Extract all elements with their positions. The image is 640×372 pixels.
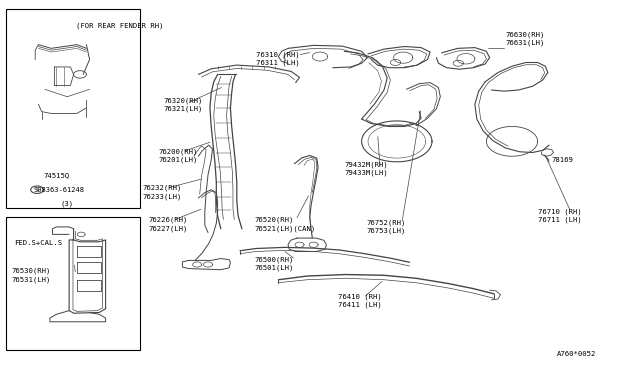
Text: 76520(RH): 76520(RH) (255, 217, 294, 224)
Text: 76630(RH): 76630(RH) (506, 32, 545, 38)
Text: 76530(RH): 76530(RH) (12, 267, 51, 274)
Text: 76201(LH): 76201(LH) (159, 157, 198, 163)
Text: 76752(RH): 76752(RH) (366, 219, 406, 226)
Text: 76227(LH): 76227(LH) (148, 225, 188, 232)
Text: 76320(RH): 76320(RH) (163, 97, 203, 104)
Text: 78169: 78169 (552, 157, 573, 163)
Text: 76233(LH): 76233(LH) (142, 193, 182, 200)
Text: FED.S+CAL.S: FED.S+CAL.S (14, 240, 62, 246)
Text: (3): (3) (61, 201, 74, 207)
Text: 76711 (LH): 76711 (LH) (538, 217, 581, 224)
Text: 76411 (LH): 76411 (LH) (338, 302, 381, 308)
Text: 76521(LH)(CAN): 76521(LH)(CAN) (255, 225, 316, 232)
Text: S08363-61248: S08363-61248 (33, 187, 84, 193)
Text: 76631(LH): 76631(LH) (506, 40, 545, 46)
Text: 76232(RH): 76232(RH) (142, 185, 182, 192)
Text: A760*0052: A760*0052 (557, 351, 596, 357)
Text: 76753(LH): 76753(LH) (366, 227, 406, 234)
Text: 76500(RH): 76500(RH) (255, 256, 294, 263)
Text: 76311 (LH): 76311 (LH) (256, 60, 300, 67)
Text: 76410 (RH): 76410 (RH) (338, 294, 381, 300)
Bar (6, 217, 140, 350)
Text: (FOR REAR FENDER RH): (FOR REAR FENDER RH) (76, 23, 163, 29)
Text: S: S (36, 187, 38, 192)
Text: 79432M(RH): 79432M(RH) (344, 161, 388, 168)
Text: 79433M(LH): 79433M(LH) (344, 169, 388, 176)
Text: 76200(RH): 76200(RH) (159, 148, 198, 155)
Text: 76310 (RH): 76310 (RH) (256, 52, 300, 58)
Text: 76226(RH): 76226(RH) (148, 217, 188, 224)
Text: 74515Q: 74515Q (44, 172, 70, 178)
Text: 76710 (RH): 76710 (RH) (538, 209, 581, 215)
Text: 76321(LH): 76321(LH) (163, 105, 203, 112)
Bar (6, 9, 140, 208)
Text: 76501(LH): 76501(LH) (255, 264, 294, 271)
Text: 76531(LH): 76531(LH) (12, 276, 51, 283)
